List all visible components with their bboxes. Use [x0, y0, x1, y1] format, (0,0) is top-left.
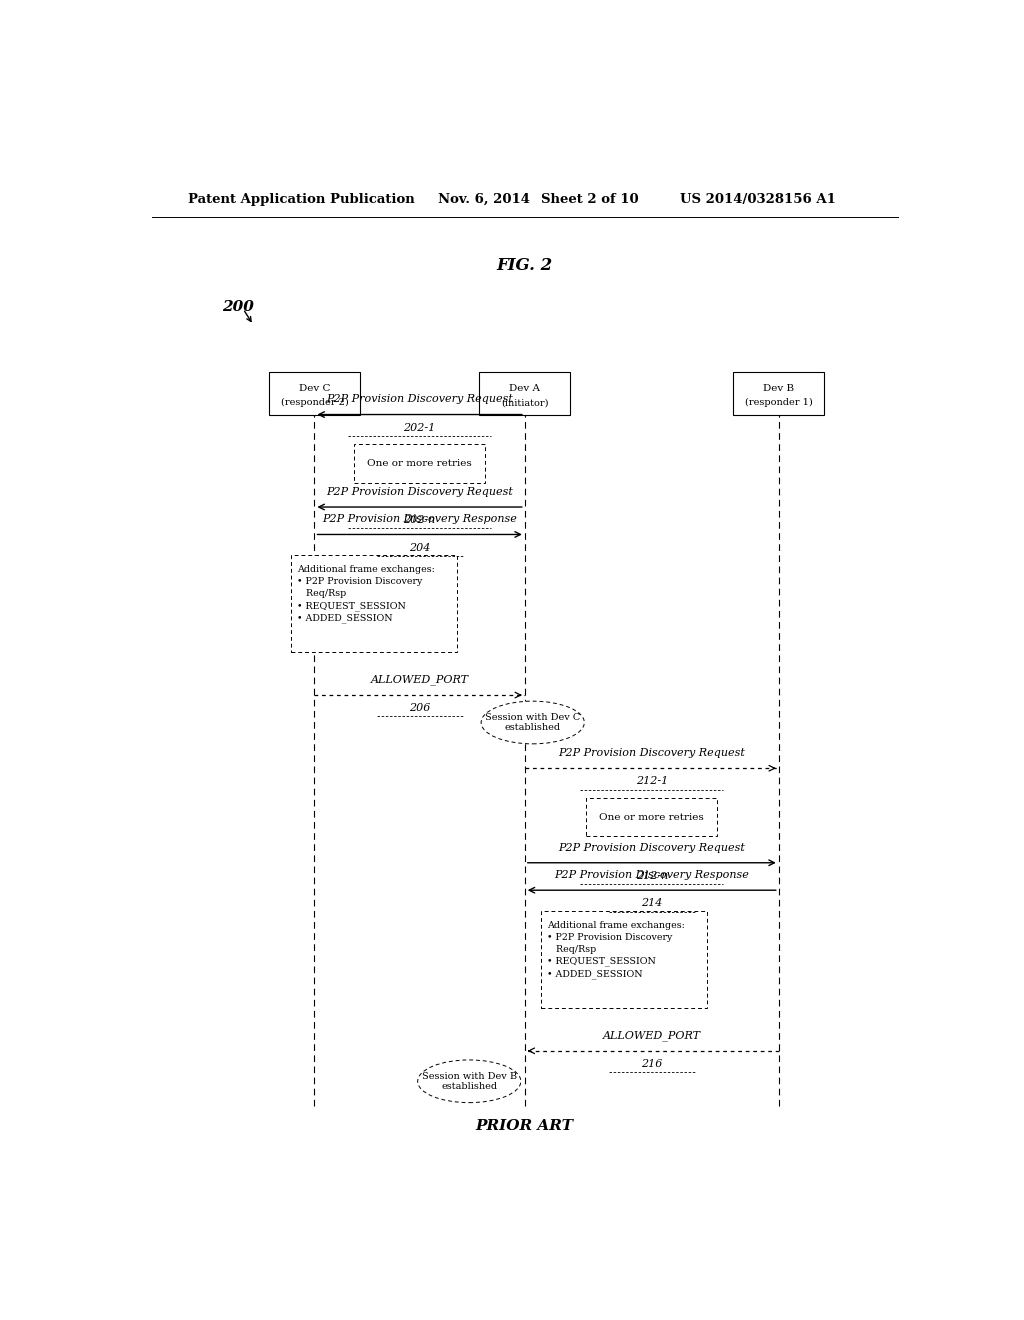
- FancyBboxPatch shape: [479, 372, 570, 414]
- FancyBboxPatch shape: [269, 372, 360, 414]
- Text: 206: 206: [409, 704, 430, 713]
- Text: P2P Provision Discovery Request: P2P Provision Discovery Request: [327, 487, 513, 496]
- Text: One or more retries: One or more retries: [367, 459, 472, 467]
- FancyBboxPatch shape: [541, 911, 708, 1007]
- Text: 204: 204: [409, 543, 430, 553]
- Text: 202-1: 202-1: [403, 422, 436, 433]
- FancyBboxPatch shape: [587, 797, 717, 837]
- Text: PRIOR ART: PRIOR ART: [476, 1119, 573, 1133]
- Text: P2P Provision Discovery Response: P2P Provision Discovery Response: [323, 515, 517, 524]
- Text: Additional frame exchanges:
• P2P Provision Discovery
   Req/Rsp
• REQUEST_SESSI: Additional frame exchanges: • P2P Provis…: [297, 565, 435, 623]
- Text: Session with Dev C
established: Session with Dev C established: [485, 713, 581, 733]
- Text: Patent Application Publication: Patent Application Publication: [187, 193, 415, 206]
- Ellipse shape: [481, 701, 585, 744]
- FancyBboxPatch shape: [291, 556, 458, 652]
- Text: 214: 214: [641, 899, 663, 908]
- Text: Dev B: Dev B: [763, 384, 795, 392]
- Text: P2P Provision Discovery Request: P2P Provision Discovery Request: [558, 748, 745, 758]
- Text: P2P Provision Discovery Response: P2P Provision Discovery Response: [554, 870, 750, 880]
- Text: (responder 2): (responder 2): [281, 399, 348, 407]
- Text: One or more retries: One or more retries: [599, 813, 705, 821]
- Text: (responder 1): (responder 1): [744, 399, 813, 407]
- Text: US 2014/0328156 A1: US 2014/0328156 A1: [680, 193, 836, 206]
- Ellipse shape: [418, 1060, 521, 1102]
- Text: FIG. 2: FIG. 2: [497, 256, 553, 273]
- Text: 212-n: 212-n: [636, 871, 668, 880]
- Text: ALLOWED_PORT: ALLOWED_PORT: [603, 1030, 700, 1040]
- FancyBboxPatch shape: [733, 372, 824, 414]
- Text: Session with Dev B
established: Session with Dev B established: [422, 1072, 517, 1092]
- Text: Additional frame exchanges:
• P2P Provision Discovery
   Req/Rsp
• REQUEST_SESSI: Additional frame exchanges: • P2P Provis…: [547, 921, 685, 979]
- Text: ALLOWED_PORT: ALLOWED_PORT: [371, 675, 469, 685]
- Text: 200: 200: [221, 300, 254, 314]
- Text: 212-1: 212-1: [636, 776, 668, 787]
- Text: Sheet 2 of 10: Sheet 2 of 10: [541, 193, 638, 206]
- Text: P2P Provision Discovery Request: P2P Provision Discovery Request: [327, 395, 513, 404]
- Text: P2P Provision Discovery Request: P2P Provision Discovery Request: [558, 842, 745, 853]
- Text: 216: 216: [641, 1059, 663, 1069]
- Text: Nov. 6, 2014: Nov. 6, 2014: [437, 193, 529, 206]
- Text: Dev A: Dev A: [509, 384, 541, 392]
- FancyBboxPatch shape: [353, 444, 484, 483]
- Text: 202-n: 202-n: [403, 515, 436, 525]
- Text: Dev C: Dev C: [299, 384, 331, 392]
- Text: (initiator): (initiator): [501, 399, 549, 407]
